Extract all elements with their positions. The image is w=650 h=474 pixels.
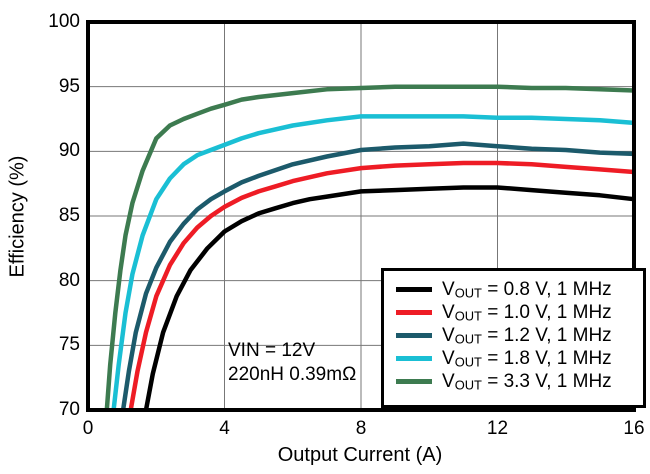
legend-swatch: [396, 287, 432, 292]
plot-border: [86, 20, 636, 412]
y-tick-label: 95: [58, 75, 80, 97]
x-tick-label: 4: [219, 418, 230, 439]
series-curve-3: [111, 114, 635, 411]
x-axis-title: Output Current (A): [277, 444, 443, 466]
legend-swatch: [396, 356, 432, 361]
conditions-annotation: VIN = 12V 220nH 0.39mΩ: [228, 339, 356, 387]
y-tick-label: 75: [58, 334, 80, 356]
legend-label: VOUT = 3.3 V, 1 MHz: [442, 370, 612, 392]
legend-item-0: VOUT = 0.8 V, 1 MHz: [396, 278, 643, 301]
y-tick-label: 90: [58, 140, 80, 162]
legend-swatch: [396, 379, 432, 384]
legend-item-3: VOUT = 1.8 V, 1 MHz: [396, 347, 643, 370]
legend-label: VOUT = 1.8 V, 1 MHz: [442, 347, 612, 369]
legend: VOUT = 0.8 V, 1 MHz VOUT = 1.0 V, 1 MHz VO…: [381, 268, 646, 408]
legend-item-1: VOUT = 1.0 V, 1 MHz: [396, 301, 643, 324]
y-tick-label: 100: [48, 11, 80, 32]
y-axis-title: Efficiency (%): [6, 155, 29, 278]
annotation-line-inductor: 220nH 0.39mΩ: [228, 364, 357, 385]
legend-label: VOUT = 1.2 V, 1 MHz: [442, 324, 612, 346]
x-tick-label: 8: [355, 418, 367, 439]
legend-item-4: VOUT = 3.3 V, 1 MHz: [396, 370, 643, 393]
legend-swatch: [396, 333, 432, 338]
x-tick-label: 12: [486, 418, 509, 439]
legend-label: VOUT = 0.8 V, 1 MHz: [442, 278, 612, 300]
legend-label: VOUT = 1.0 V, 1 MHz: [442, 301, 612, 323]
x-tick-label: 16: [623, 418, 645, 439]
series-curve-4: [104, 84, 635, 411]
series-curve-1: [128, 160, 635, 411]
series-curve-0: [143, 185, 635, 411]
annotation-line-vin: VIN = 12V: [228, 340, 316, 361]
y-tick-label: 70: [58, 399, 80, 420]
legend-item-2: VOUT = 1.2 V, 1 MHz: [396, 324, 643, 347]
series-curve-2: [120, 141, 635, 411]
y-tick-label: 80: [58, 269, 80, 291]
y-tick-label: 85: [58, 205, 80, 226]
x-tick-label: 0: [82, 418, 94, 439]
legend-swatch: [396, 310, 432, 315]
